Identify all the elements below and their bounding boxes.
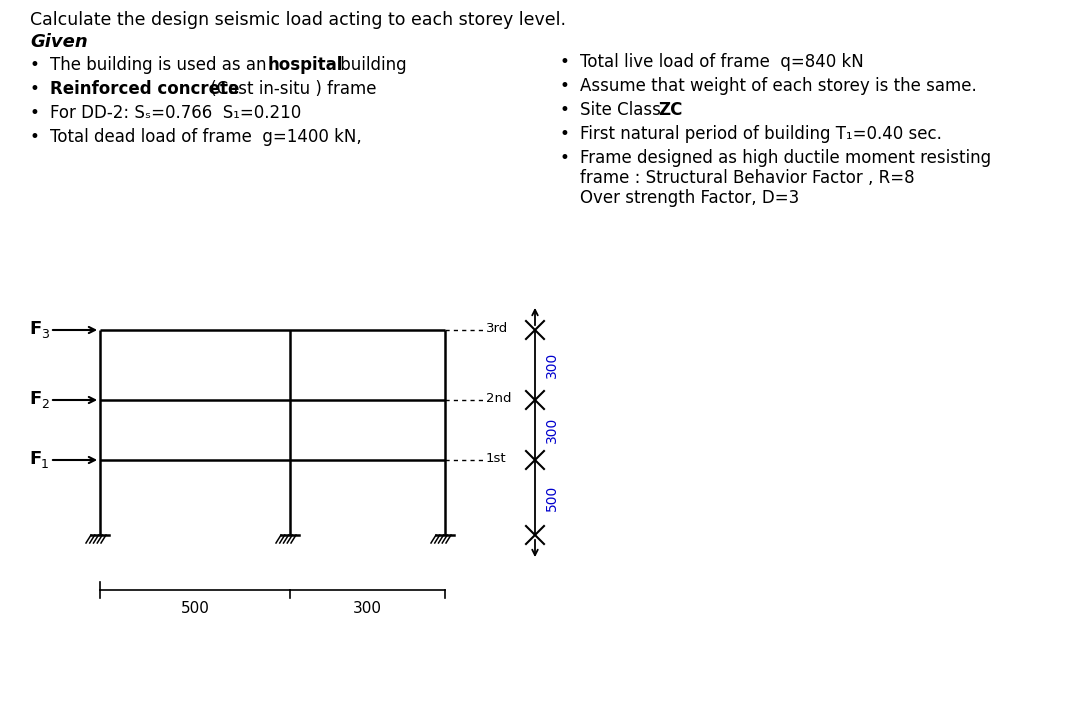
Text: •: • [560,149,570,167]
Text: building: building [335,56,407,74]
Text: 300: 300 [353,601,382,616]
Text: For DD-2: Sₛ=0.766  S₁=0.210: For DD-2: Sₛ=0.766 S₁=0.210 [50,104,301,122]
Text: Total dead load of frame  g=1400 kN,: Total dead load of frame g=1400 kN, [50,128,362,146]
Text: 300: 300 [545,352,559,378]
Text: 1: 1 [41,458,49,471]
Text: Site Class: Site Class [580,101,666,119]
Text: •: • [560,77,570,95]
Text: 500: 500 [181,601,209,616]
Text: 2: 2 [41,397,49,410]
Text: 3: 3 [41,327,49,340]
Text: •: • [31,104,40,122]
Text: F: F [29,390,43,408]
Text: •: • [560,101,570,119]
Text: 1st: 1st [486,453,507,466]
Text: Over strength Factor, D=3: Over strength Factor, D=3 [580,189,799,207]
Text: Given: Given [31,33,88,51]
Text: Assume that weight of each storey is the same.: Assume that weight of each storey is the… [580,77,977,95]
Text: •: • [560,53,570,71]
Text: hospital: hospital [268,56,343,74]
Text: Reinforced concrete: Reinforced concrete [50,80,240,98]
Text: •: • [31,128,40,146]
Text: ZC: ZC [658,101,682,119]
Text: F: F [29,320,43,338]
Text: 3rd: 3rd [486,322,508,335]
Text: Calculate the design seismic load acting to each storey level.: Calculate the design seismic load acting… [31,11,566,29]
Text: 2nd: 2nd [486,392,511,405]
Text: frame : Structural Behavior Factor , R=8: frame : Structural Behavior Factor , R=8 [580,169,915,187]
Text: First natural period of building T₁=0.40 sec.: First natural period of building T₁=0.40… [580,125,942,143]
Text: •: • [31,56,40,74]
Text: The building is used as an: The building is used as an [50,56,271,74]
Text: •: • [560,125,570,143]
Text: •: • [31,80,40,98]
Text: Frame designed as high ductile moment resisting: Frame designed as high ductile moment re… [580,149,991,167]
Text: F: F [29,450,43,468]
Text: (Cast in-situ ) frame: (Cast in-situ ) frame [205,80,376,98]
Text: 500: 500 [545,485,559,510]
Text: Total live load of frame  q=840 kN: Total live load of frame q=840 kN [580,53,863,71]
Text: 300: 300 [545,417,559,443]
